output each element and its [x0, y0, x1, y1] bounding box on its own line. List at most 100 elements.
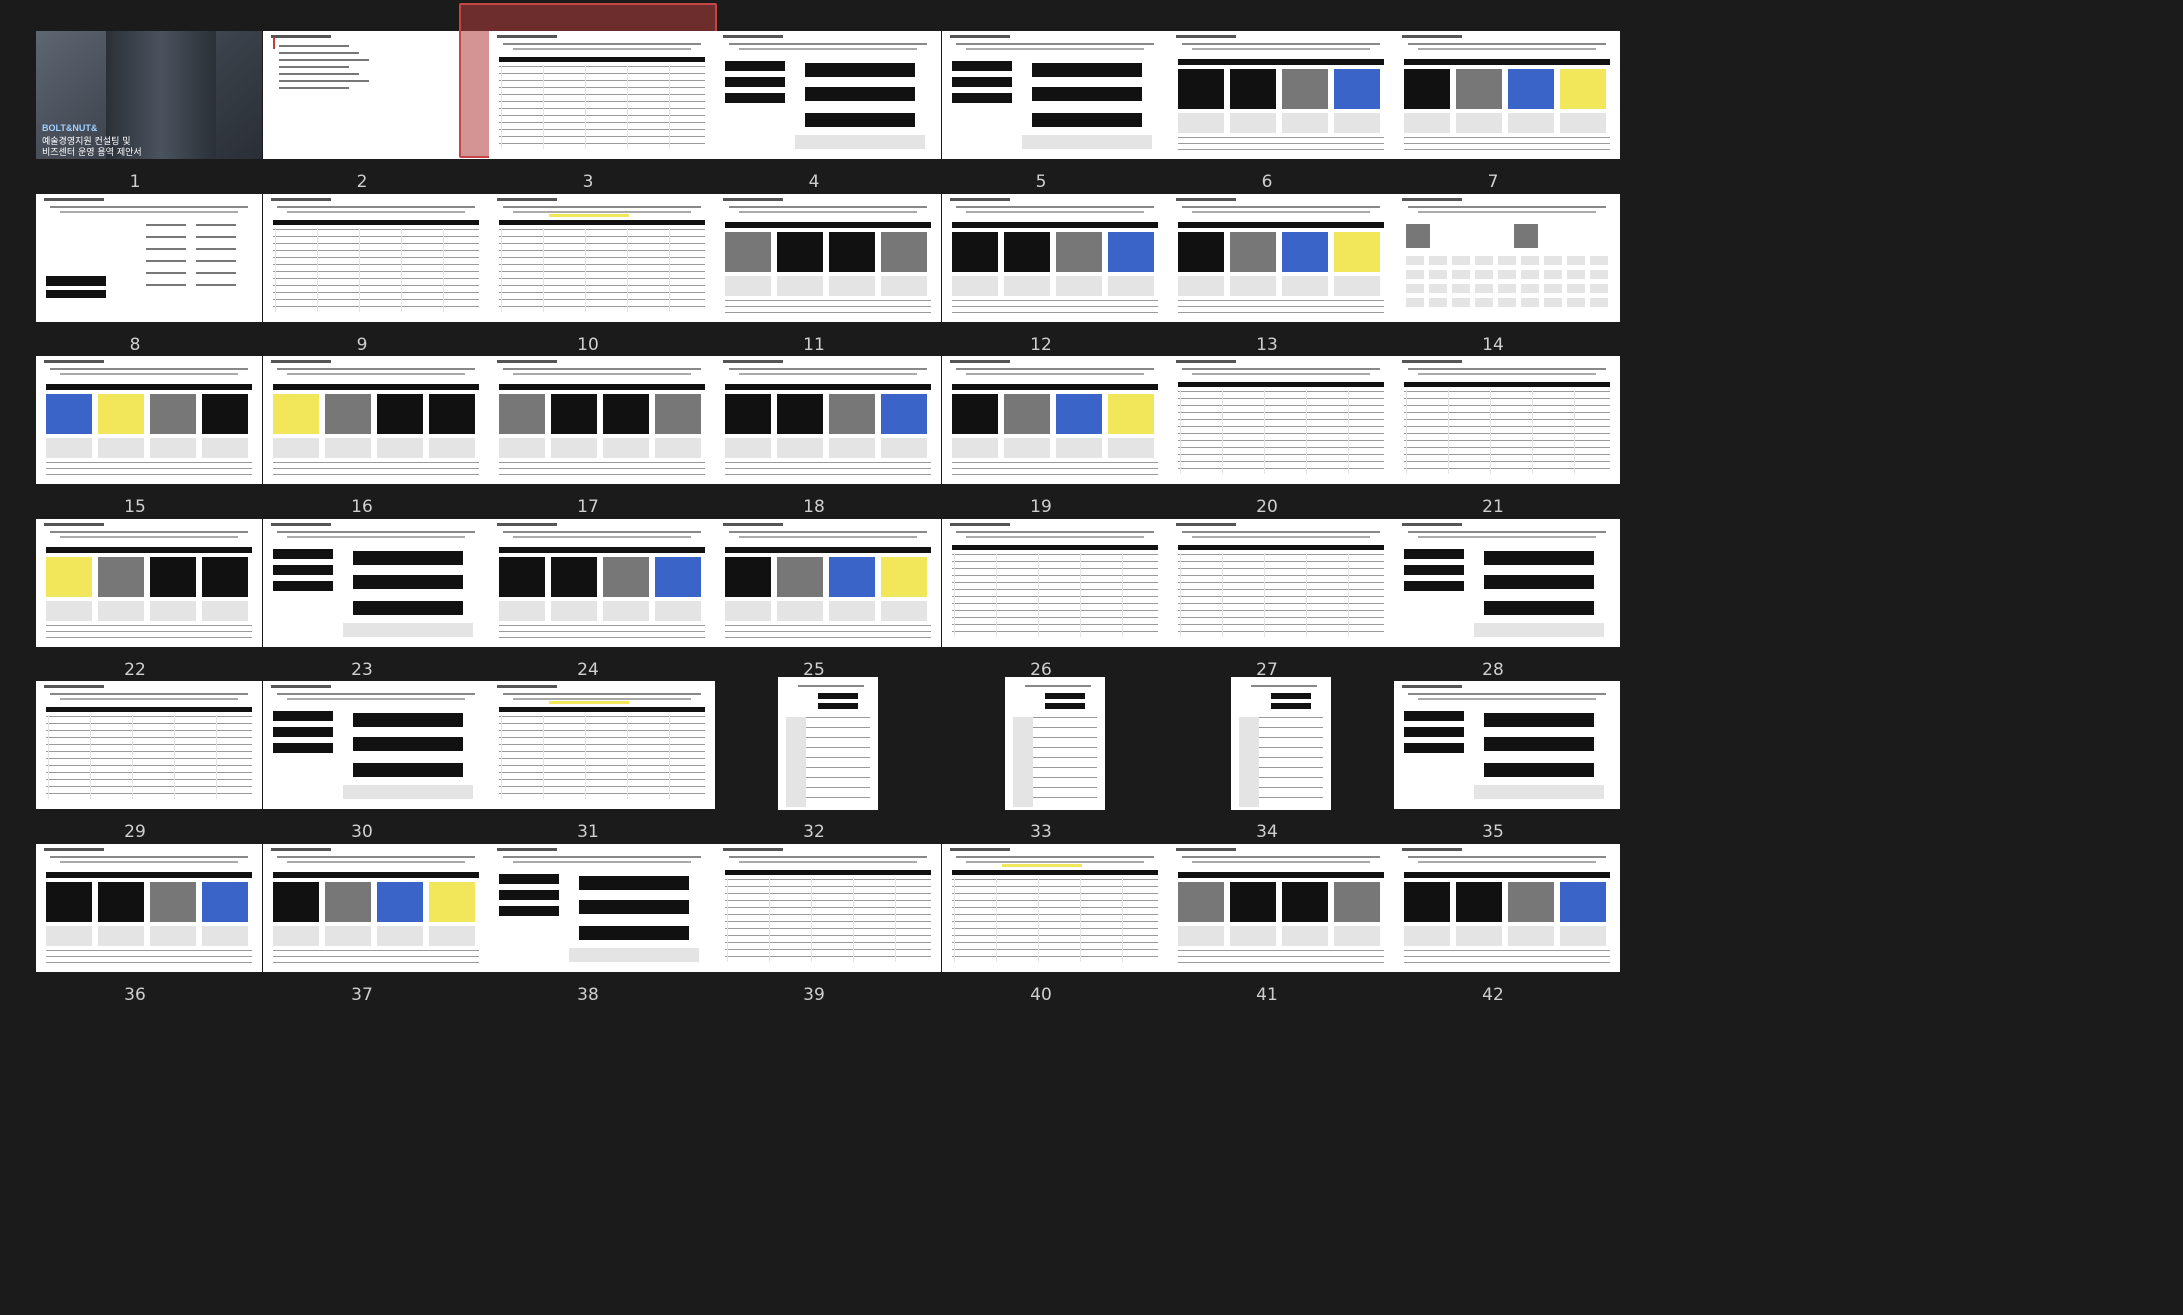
slide-number: 30: [351, 822, 373, 842]
slide-preview[interactable]: [1394, 356, 1620, 484]
slide-number: 19: [1030, 497, 1052, 517]
slide-preview[interactable]: [1394, 519, 1620, 647]
slide-preview[interactable]: [1168, 519, 1394, 647]
slide-thumbnail-5[interactable]: 5: [912, 6, 1170, 204]
slide-thumbnail-21[interactable]: 21: [1364, 331, 1622, 529]
slide-thumbnail-19[interactable]: 19: [912, 331, 1170, 529]
slide-thumbnail-6[interactable]: 6: [1138, 6, 1396, 204]
slide-preview[interactable]: [715, 194, 941, 322]
slide-preview[interactable]: [36, 194, 262, 322]
slide-thumbnail-8[interactable]: 8: [6, 169, 264, 367]
slide-thumbnail-13[interactable]: 13: [1138, 169, 1396, 367]
slide-thumbnail-1[interactable]: BOLT&NUT& 예술경영지원 컨설팅 및 비즈센터 운영 용역 제안서 1: [6, 6, 264, 204]
slide-number: 38: [577, 985, 599, 1005]
slide-thumbnail-20[interactable]: 20: [1138, 331, 1396, 529]
slide-thumbnail-10[interactable]: 10: [459, 169, 717, 367]
slide-preview[interactable]: [942, 356, 1168, 484]
slide-thumbnail-34[interactable]: 34: [1138, 656, 1396, 854]
slide-thumbnail-12[interactable]: 12: [912, 169, 1170, 367]
slide-preview[interactable]: [489, 194, 715, 322]
slide-number: 25: [803, 660, 825, 680]
slide-thumbnail-15[interactable]: 15: [6, 331, 264, 529]
slide-preview[interactable]: [1394, 681, 1620, 809]
slide-preview[interactable]: [36, 356, 262, 484]
slide-preview[interactable]: [715, 356, 941, 484]
slide-thumbnail-14[interactable]: 14: [1364, 169, 1622, 367]
slide-preview[interactable]: [942, 194, 1168, 322]
slide-number: 33: [1030, 822, 1052, 842]
slide-preview[interactable]: [36, 519, 262, 647]
slide-thumbnail-28[interactable]: 28: [1364, 494, 1622, 692]
slide-number: 15: [124, 497, 146, 517]
slide-preview[interactable]: [715, 519, 941, 647]
slide-preview[interactable]: [1394, 844, 1620, 972]
slide-preview[interactable]: [263, 681, 489, 809]
slide-preview[interactable]: [1168, 194, 1394, 322]
slide-preview[interactable]: [263, 519, 489, 647]
slide-thumbnail-32[interactable]: 32: [685, 656, 943, 854]
slide-preview[interactable]: [489, 31, 715, 159]
slide-thumbnail-38[interactable]: 38: [459, 819, 717, 1017]
slide-thumbnail-36[interactable]: 36: [6, 819, 264, 1017]
slide-thumbnail-3[interactable]: 3: [459, 3, 717, 204]
slide-number: 4: [808, 172, 820, 192]
slide-preview[interactable]: [489, 519, 715, 647]
slide-thumbnail-24[interactable]: 24: [459, 494, 717, 692]
slide-thumbnail-27[interactable]: 27: [1138, 494, 1396, 692]
slide-preview[interactable]: [263, 356, 489, 484]
slide-number: 3: [582, 172, 594, 192]
slide-thumbnail-31[interactable]: 31: [459, 656, 717, 854]
slide-thumbnail-41[interactable]: 41: [1138, 819, 1396, 1017]
slide-thumbnail-26[interactable]: 26: [912, 494, 1170, 692]
slide-thumbnail-9[interactable]: 9: [233, 169, 491, 367]
slide-thumbnail-39[interactable]: 39: [685, 819, 943, 1017]
slide-preview[interactable]: [1168, 31, 1394, 159]
slide-thumbnail-11[interactable]: 11: [685, 169, 943, 367]
slide-thumbnail-22[interactable]: 22: [6, 494, 264, 692]
slide-preview[interactable]: [715, 31, 941, 159]
slide-thumbnail-33[interactable]: 33: [912, 656, 1170, 854]
slide-preview[interactable]: [942, 31, 1168, 159]
slide-number: 12: [1030, 335, 1052, 355]
slide-thumbnail-25[interactable]: 25: [685, 494, 943, 692]
slide-thumbnail-18[interactable]: 18: [685, 331, 943, 529]
slide-preview[interactable]: [263, 31, 489, 159]
slide-preview[interactable]: [489, 356, 715, 484]
slide-preview[interactable]: BOLT&NUT& 예술경영지원 컨설팅 및 비즈센터 운영 용역 제안서: [36, 31, 262, 159]
slide-thumbnail-23[interactable]: 23: [233, 494, 491, 692]
slide-preview[interactable]: [1168, 356, 1394, 484]
slide-preview[interactable]: [1231, 677, 1331, 810]
slide-number: 22: [124, 660, 146, 680]
slide-preview[interactable]: [715, 844, 941, 972]
slide-preview[interactable]: [1394, 194, 1620, 322]
slide-thumbnail-29[interactable]: 29: [6, 656, 264, 854]
slide-thumbnail-4[interactable]: 4: [685, 6, 943, 204]
slide-preview[interactable]: [942, 844, 1168, 972]
slide-thumbnail-2[interactable]: 2: [233, 6, 491, 204]
slide-preview[interactable]: [489, 681, 715, 809]
slide-thumbnail-7[interactable]: 7: [1364, 6, 1622, 204]
slide-number: 34: [1256, 822, 1278, 842]
slide-thumbnail-30[interactable]: 30: [233, 656, 491, 854]
slide-preview[interactable]: [1005, 677, 1105, 810]
slide-number: 13: [1256, 335, 1278, 355]
slide-preview[interactable]: [36, 844, 262, 972]
slide-thumbnail-37[interactable]: 37: [233, 819, 491, 1017]
slide-preview[interactable]: [263, 844, 489, 972]
slide-thumbnail-35[interactable]: 35: [1364, 656, 1622, 854]
slide-number: 31: [577, 822, 599, 842]
slide-thumbnail-16[interactable]: 16: [233, 331, 491, 529]
slide-preview[interactable]: [36, 681, 262, 809]
slide-preview[interactable]: [778, 677, 878, 810]
slide-preview[interactable]: [1394, 31, 1620, 159]
slide-number: 41: [1256, 985, 1278, 1005]
slide-preview[interactable]: [942, 519, 1168, 647]
slide-number: 5: [1035, 172, 1047, 192]
slide-number: 7: [1487, 172, 1499, 192]
slide-thumbnail-40[interactable]: 40: [912, 819, 1170, 1017]
slide-preview[interactable]: [489, 844, 715, 972]
slide-preview[interactable]: [263, 194, 489, 322]
slide-preview[interactable]: [1168, 844, 1394, 972]
slide-thumbnail-42[interactable]: 42: [1364, 819, 1622, 1017]
slide-thumbnail-17[interactable]: 17: [459, 331, 717, 529]
